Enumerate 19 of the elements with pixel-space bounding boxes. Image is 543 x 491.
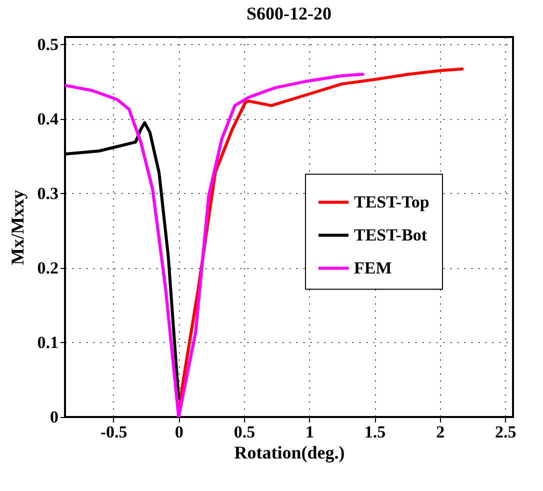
y-tick-label: 0.4 xyxy=(37,109,59,128)
legend-label: FEM xyxy=(354,258,392,278)
y-tick-label: 0.2 xyxy=(37,258,58,278)
x-tick-label: 1.5 xyxy=(364,422,386,442)
x-tick-label: 1 xyxy=(305,422,314,442)
x-axis-title: Rotation(deg.) xyxy=(234,442,345,462)
y-tick-label: 0 xyxy=(50,408,58,426)
legend-label: TEST-Bot xyxy=(354,225,428,244)
y-tick-label: 0.1 xyxy=(37,332,58,352)
chart-title: S600-12-20 xyxy=(246,3,332,24)
y-tick-label: 0.5 xyxy=(37,34,58,54)
x-tick-label: 2 xyxy=(436,422,445,442)
x-tick-label: 2.5 xyxy=(495,422,516,442)
y-tick-label: 0.3 xyxy=(37,184,58,203)
y-axis-title: Mx/Mxxy xyxy=(7,190,28,265)
legend-label: TEST-Top xyxy=(354,192,430,212)
x-tick-label: 0 xyxy=(174,422,184,442)
x-tick-label: 0.5 xyxy=(234,422,256,442)
x-tick-label: -0.5 xyxy=(100,422,128,442)
